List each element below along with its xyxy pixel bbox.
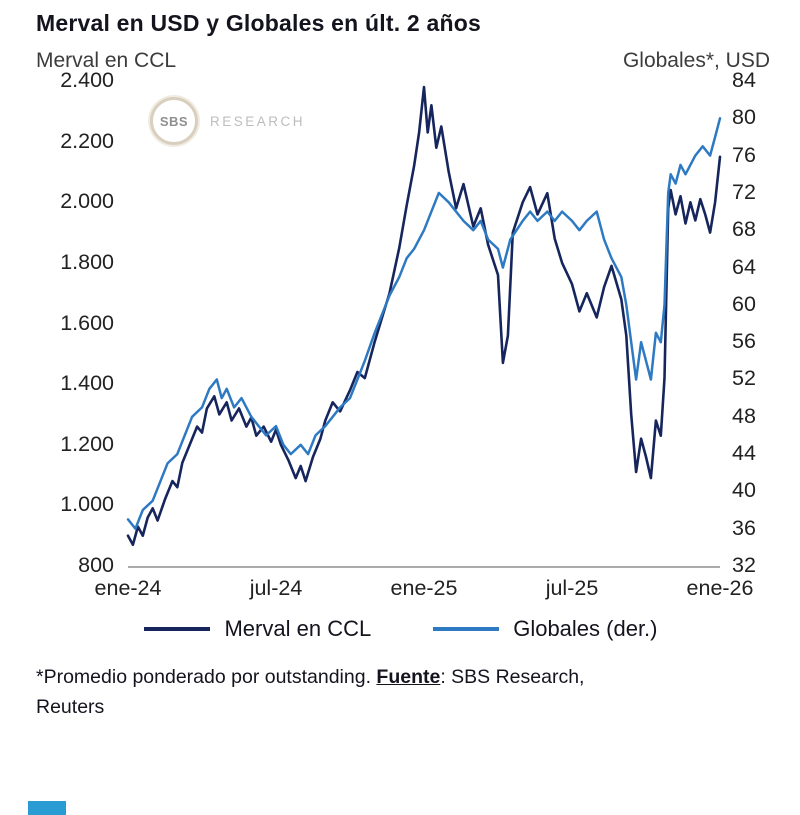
chart-area: 2.400 2.200 2.000 1.800 1.600 1.400 1.200 1.000… bbox=[30, 68, 772, 577]
axis-tick-label: 800 bbox=[78, 553, 114, 577]
y-axis-right: 84 80 76 72 68 64 60 56 52 48 44 40 36 32 bbox=[720, 68, 772, 577]
axis-tick-label: 1.600 bbox=[60, 310, 114, 335]
axis-tick-label: 84 bbox=[732, 68, 756, 92]
axis-tick-label: 72 bbox=[732, 179, 756, 204]
x-axis-tick-label: ene-24 bbox=[94, 576, 162, 600]
legend-swatch bbox=[144, 627, 211, 631]
axis-tick-label: 2.200 bbox=[60, 128, 114, 153]
axis-titles-row: Merval en CCL Globales*, USD bbox=[36, 49, 770, 73]
footnote-line2: Reuters bbox=[36, 696, 105, 719]
legend-item: Globales (der.) bbox=[433, 616, 658, 642]
axis-tick-label: 44 bbox=[732, 441, 756, 466]
x-axis-tick-label: jul-25 bbox=[545, 576, 599, 600]
footnote-source: : SBS Research, bbox=[440, 666, 585, 688]
accent-bar bbox=[28, 801, 66, 815]
series-line-merval-en-ccl bbox=[126, 85, 722, 547]
footnote: *Promedio ponderado por outstanding. Fue… bbox=[36, 662, 772, 722]
footnote-text: *Promedio ponderado por outstanding. bbox=[36, 666, 377, 688]
axis-tick-label: 76 bbox=[732, 142, 756, 167]
legend-label: Merval en CCL bbox=[224, 616, 372, 641]
axis-tick-label: 52 bbox=[732, 366, 756, 391]
series-line-globales-der bbox=[126, 117, 722, 530]
x-axis: ene-24 jul-24 ene-25 jul-25 ene-26 bbox=[95, 568, 754, 604]
axis-tick-label: 56 bbox=[732, 329, 756, 354]
right-axis-title: Globales*, USD bbox=[622, 49, 770, 72]
axis-tick-label: 60 bbox=[732, 291, 756, 316]
watermark-research-label: RESEARCH bbox=[210, 113, 306, 129]
axis-tick-label: 1.800 bbox=[60, 249, 114, 274]
axis-tick-label: 48 bbox=[732, 403, 756, 428]
chart-title: Merval en USD y Globales en últ. 2 años bbox=[36, 10, 481, 36]
axis-tick-label: 36 bbox=[732, 515, 756, 540]
axis-tick-label: 2.400 bbox=[60, 68, 114, 92]
x-axis-tick-label: ene-25 bbox=[390, 576, 458, 600]
x-axis-tick-label: jul-24 bbox=[249, 576, 303, 600]
axis-tick-label: 40 bbox=[732, 478, 756, 503]
axis-tick-label: 1.400 bbox=[60, 371, 114, 396]
legend-item: Merval en CCL bbox=[144, 616, 371, 642]
axis-tick-label: 2.000 bbox=[60, 189, 114, 214]
legend-label: Globales (der.) bbox=[513, 616, 658, 641]
axis-tick-label: 64 bbox=[732, 254, 756, 279]
sbs-logo-icon: SBS bbox=[150, 97, 198, 145]
y-axis-left: 2.400 2.200 2.000 1.800 1.600 1.400 1.200 1.000… bbox=[30, 68, 128, 577]
footnote-fuente-label: Fuente bbox=[376, 666, 441, 688]
axis-tick-label: 32 bbox=[732, 553, 756, 577]
watermark: SBS RESEARCH bbox=[150, 97, 305, 145]
axis-tick-label: 1.000 bbox=[60, 492, 114, 517]
axis-tick-label: 1.200 bbox=[60, 431, 114, 456]
legend: Merval en CCL Globales (der.) bbox=[30, 616, 772, 642]
axis-tick-label: 80 bbox=[732, 105, 756, 130]
legend-swatch bbox=[433, 627, 500, 631]
left-axis-title: Merval en CCL bbox=[36, 49, 177, 72]
x-axis-tick-label: ene-26 bbox=[686, 576, 754, 600]
chart-svg bbox=[126, 85, 722, 547]
axis-tick-label: 68 bbox=[732, 217, 756, 242]
plot-area: SBS RESEARCH bbox=[126, 81, 722, 568]
